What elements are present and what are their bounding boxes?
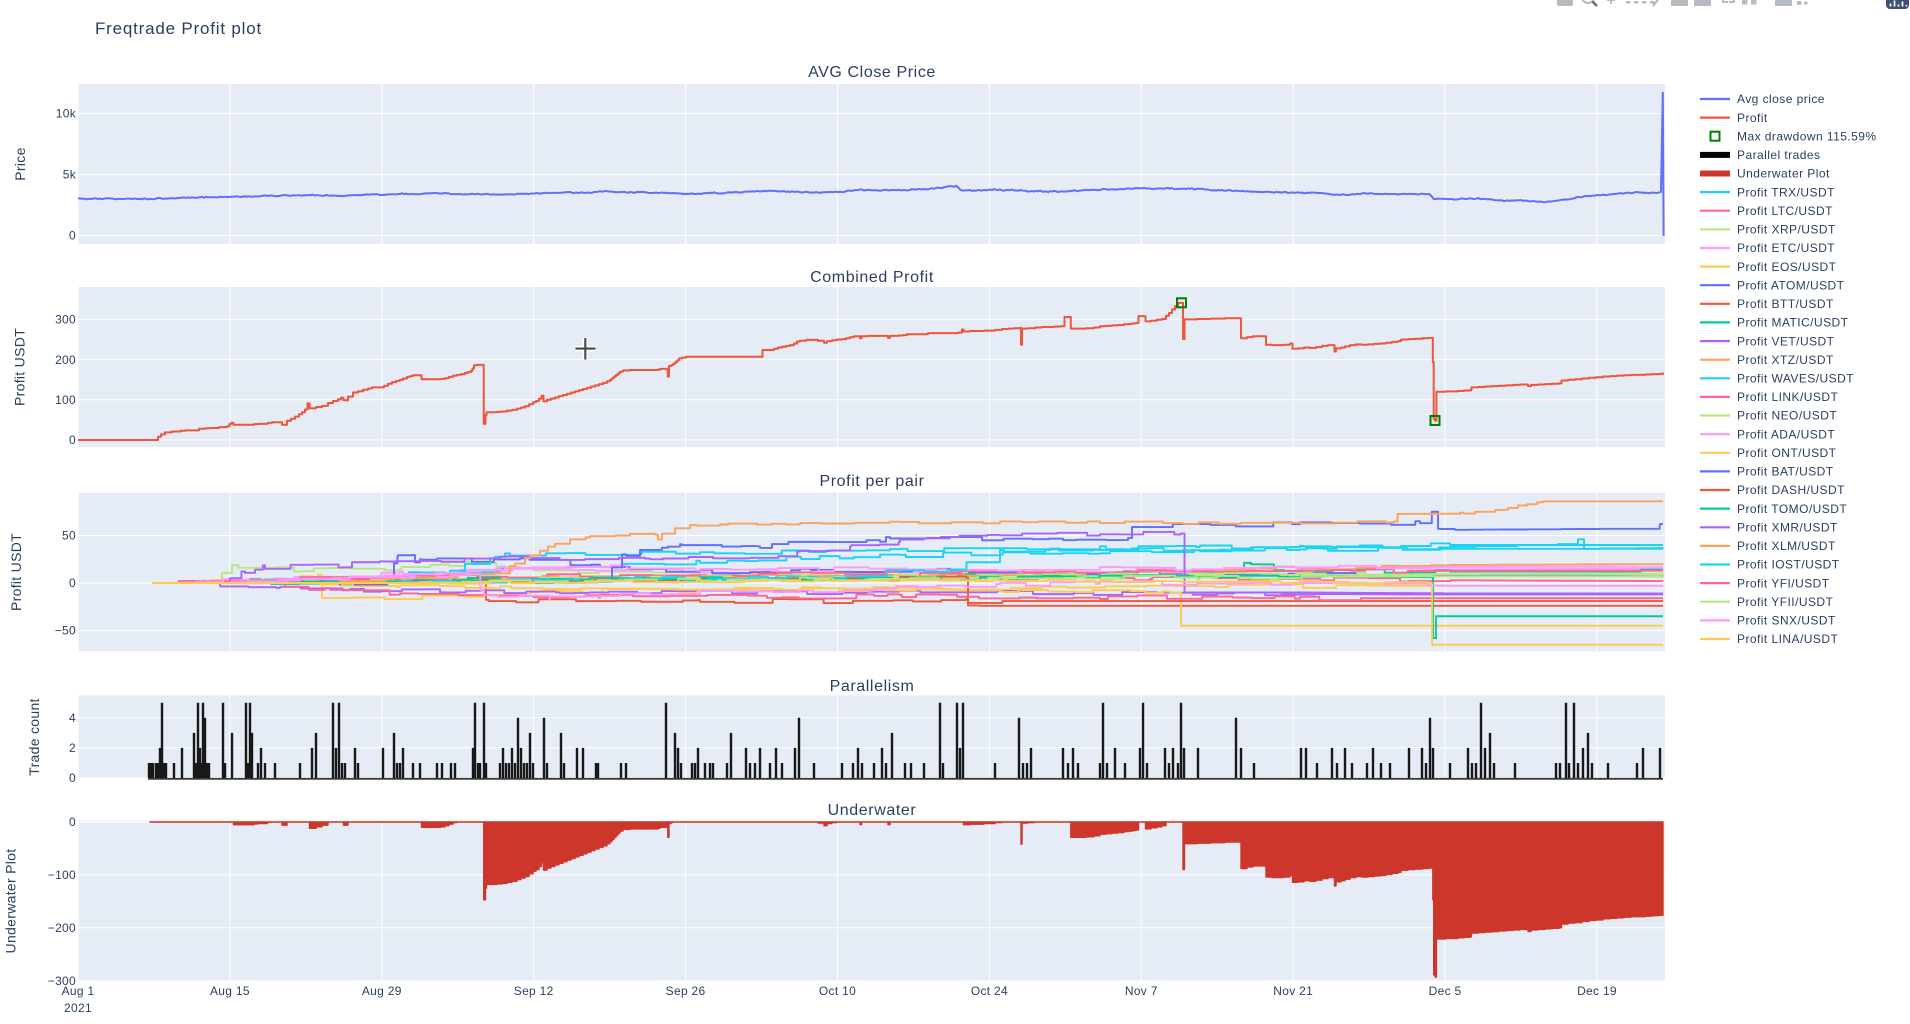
svg-text:−200: −200 bbox=[48, 921, 76, 935]
svg-text:Profit: Profit bbox=[1737, 111, 1768, 125]
svg-text:Underwater Plot: Underwater Plot bbox=[1737, 167, 1830, 181]
svg-text:Parallel trades: Parallel trades bbox=[1737, 148, 1820, 162]
svg-text:Profit EOS/USDT: Profit EOS/USDT bbox=[1737, 260, 1837, 274]
svg-text:Profit YFI/USDT: Profit YFI/USDT bbox=[1737, 576, 1830, 590]
svg-text:2021: 2021 bbox=[64, 1001, 92, 1015]
svg-text:Aug 15: Aug 15 bbox=[210, 984, 250, 998]
svg-text:200: 200 bbox=[55, 353, 76, 367]
svg-text:100: 100 bbox=[55, 393, 76, 407]
svg-text:Parallelism: Parallelism bbox=[830, 678, 915, 695]
svg-text:Aug 29: Aug 29 bbox=[362, 984, 402, 998]
svg-text:Dec 5: Dec 5 bbox=[1429, 984, 1462, 998]
svg-text:Profit DASH/USDT: Profit DASH/USDT bbox=[1737, 483, 1845, 497]
svg-text:−100: −100 bbox=[48, 868, 76, 882]
svg-text:Nov 21: Nov 21 bbox=[1273, 984, 1313, 998]
svg-text:Sep 26: Sep 26 bbox=[666, 984, 706, 998]
svg-text:0: 0 bbox=[69, 815, 76, 829]
svg-text:Profit XMR/USDT: Profit XMR/USDT bbox=[1737, 521, 1838, 535]
svg-text:Profit IOST/USDT: Profit IOST/USDT bbox=[1737, 558, 1840, 572]
svg-text:Profit ATOM/USDT: Profit ATOM/USDT bbox=[1737, 278, 1845, 292]
svg-text:4: 4 bbox=[69, 711, 76, 725]
svg-text:Oct 10: Oct 10 bbox=[819, 984, 856, 998]
svg-text:Profit USDT: Profit USDT bbox=[12, 328, 28, 406]
svg-text:Profit NEO/USDT: Profit NEO/USDT bbox=[1737, 409, 1837, 423]
svg-text:10k: 10k bbox=[56, 107, 77, 121]
svg-text:Profit TOMO/USDT: Profit TOMO/USDT bbox=[1737, 502, 1847, 516]
svg-text:Profit XRP/USDT: Profit XRP/USDT bbox=[1737, 223, 1836, 237]
svg-text:Profit USDT: Profit USDT bbox=[8, 533, 24, 611]
svg-text:Underwater: Underwater bbox=[828, 802, 917, 819]
svg-text:Avg close price: Avg close price bbox=[1737, 92, 1825, 106]
svg-text:AVG Close Price: AVG Close Price bbox=[808, 64, 936, 81]
svg-text:Profit ONT/USDT: Profit ONT/USDT bbox=[1737, 446, 1837, 460]
svg-text:Profit MATIC/USDT: Profit MATIC/USDT bbox=[1737, 316, 1849, 330]
svg-text:300: 300 bbox=[55, 313, 76, 327]
svg-text:−300: −300 bbox=[48, 974, 76, 988]
svg-text:Profit BTT/USDT: Profit BTT/USDT bbox=[1737, 297, 1834, 311]
svg-text:Oct 24: Oct 24 bbox=[971, 984, 1008, 998]
svg-text:Aug 1: Aug 1 bbox=[62, 984, 95, 998]
svg-text:Freqtrade Profit plot: Freqtrade Profit plot bbox=[95, 19, 262, 38]
svg-text:Profit XLM/USDT: Profit XLM/USDT bbox=[1737, 539, 1836, 553]
svg-text:Nov 7: Nov 7 bbox=[1125, 984, 1158, 998]
svg-text:Dec 19: Dec 19 bbox=[1577, 984, 1617, 998]
svg-text:2: 2 bbox=[69, 741, 76, 755]
svg-text:Profit LTC/USDT: Profit LTC/USDT bbox=[1737, 204, 1833, 218]
svg-text:0: 0 bbox=[69, 433, 76, 447]
svg-text:Price: Price bbox=[12, 147, 28, 180]
svg-text:Max drawdown 115.59%: Max drawdown 115.59% bbox=[1737, 129, 1877, 143]
svg-text:Profit TRX/USDT: Profit TRX/USDT bbox=[1737, 185, 1835, 199]
svg-text:Profit per pair: Profit per pair bbox=[819, 473, 924, 490]
svg-text:Profit BAT/USDT: Profit BAT/USDT bbox=[1737, 465, 1834, 479]
svg-text:0: 0 bbox=[69, 771, 76, 785]
svg-text:Profit ADA/USDT: Profit ADA/USDT bbox=[1737, 427, 1835, 441]
svg-text:Profit LINK/USDT: Profit LINK/USDT bbox=[1737, 390, 1838, 404]
svg-text:−50: −50 bbox=[55, 624, 76, 638]
svg-text:Profit YFII/USDT: Profit YFII/USDT bbox=[1737, 595, 1834, 609]
svg-text:Profit WAVES/USDT: Profit WAVES/USDT bbox=[1737, 372, 1854, 386]
svg-text:Combined Profit: Combined Profit bbox=[810, 269, 934, 286]
svg-text:Underwater Plot: Underwater Plot bbox=[3, 849, 19, 954]
svg-text:5k: 5k bbox=[63, 168, 77, 182]
svg-text:Profit LINA/USDT: Profit LINA/USDT bbox=[1737, 632, 1838, 646]
svg-text:Sep 12: Sep 12 bbox=[514, 984, 554, 998]
svg-text:Trade count: Trade count bbox=[26, 698, 42, 776]
svg-text:50: 50 bbox=[62, 529, 76, 543]
svg-text:0: 0 bbox=[69, 229, 76, 243]
svg-text:Profit VET/USDT: Profit VET/USDT bbox=[1737, 334, 1835, 348]
svg-text:0: 0 bbox=[69, 576, 76, 590]
svg-text:Profit SNX/USDT: Profit SNX/USDT bbox=[1737, 614, 1836, 628]
svg-text:Profit ETC/USDT: Profit ETC/USDT bbox=[1737, 241, 1835, 255]
svg-text:Profit XTZ/USDT: Profit XTZ/USDT bbox=[1737, 353, 1834, 367]
